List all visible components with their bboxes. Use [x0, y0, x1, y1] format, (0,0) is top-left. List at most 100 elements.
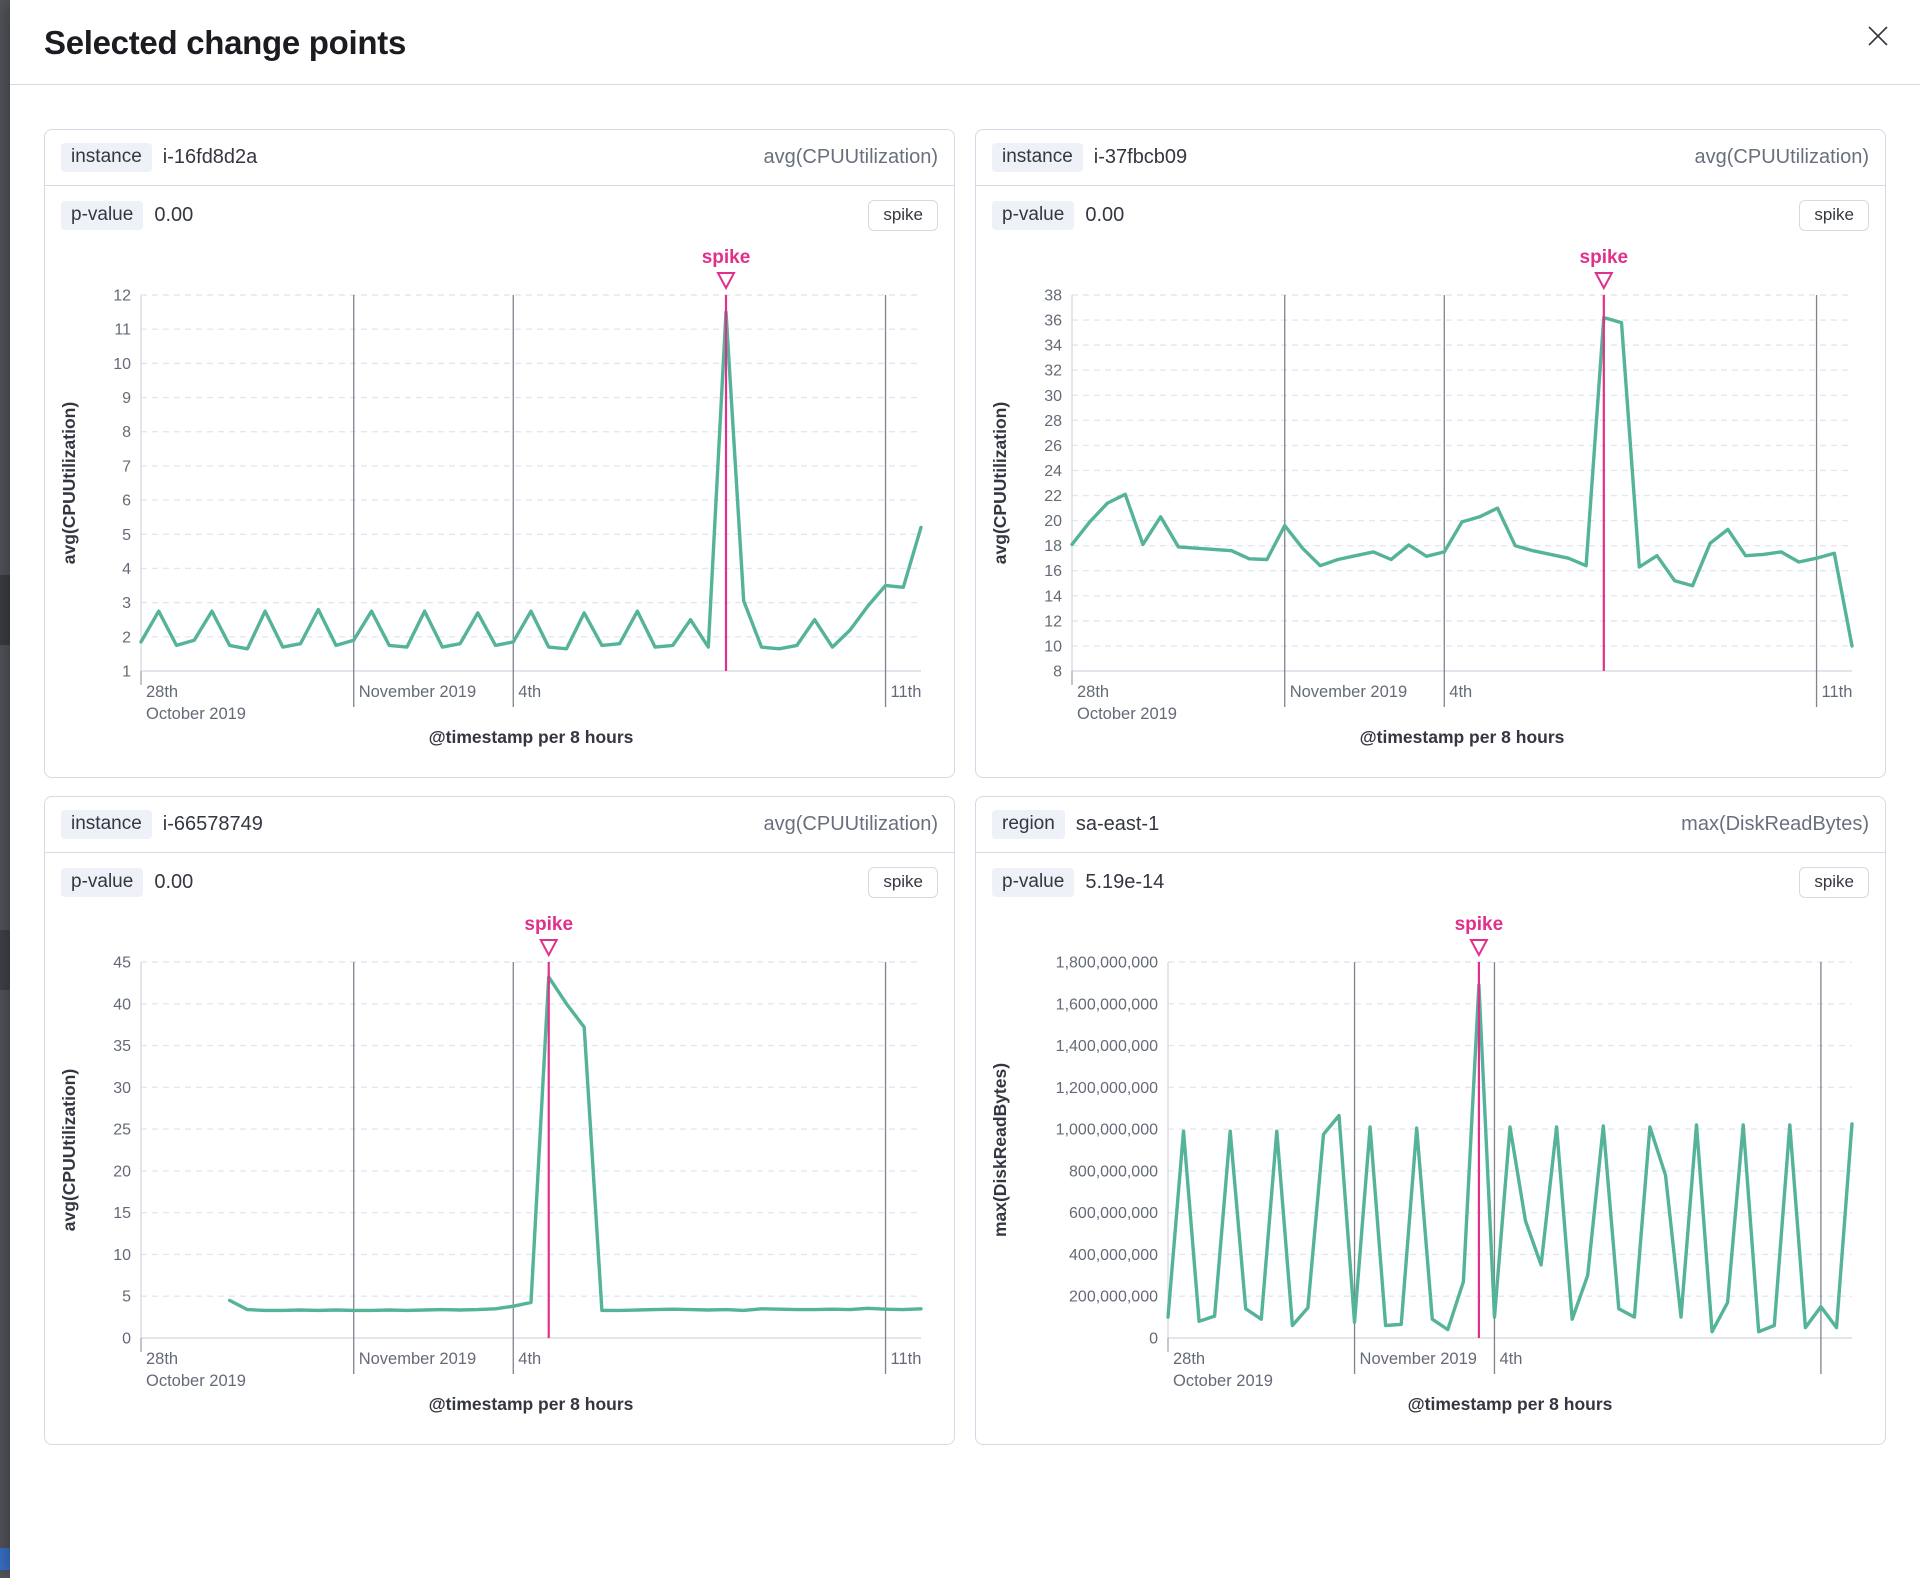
- change-type-badge: spike: [868, 200, 938, 231]
- svg-text:4th: 4th: [1499, 1350, 1522, 1368]
- spike-marker-icon: [1469, 939, 1489, 958]
- svg-text:20: 20: [1044, 513, 1062, 530]
- close-icon-glyph: [1868, 26, 1888, 46]
- svg-text:22: 22: [1044, 488, 1062, 505]
- change-points-flyout: Selected change points instance i-16fd8d…: [10, 0, 1920, 1578]
- svg-text:10: 10: [113, 1247, 131, 1264]
- chart-area: 1 2 3 4 5 6 7 8 9 10 11 12 28th October 2019 November …: [45, 235, 954, 758]
- svg-text:9: 9: [122, 390, 131, 407]
- svg-text:28th: 28th: [1077, 683, 1109, 701]
- svg-text:6: 6: [122, 493, 131, 510]
- svg-text:4th: 4th: [518, 683, 541, 701]
- svg-text:11th: 11th: [891, 1350, 922, 1368]
- svg-text:October 2019: October 2019: [1077, 705, 1177, 723]
- svg-text:spike: spike: [1455, 914, 1504, 935]
- field-name-badge: region: [992, 810, 1065, 839]
- svg-text:28th: 28th: [146, 1350, 178, 1368]
- change-point-panel: instance i-66578749 avg(CPUUtilization) …: [44, 796, 955, 1445]
- svg-text:@timestamp per 8 hours: @timestamp per 8 hours: [429, 727, 634, 747]
- svg-text:12: 12: [1044, 613, 1062, 630]
- metric-label: avg(CPUUtilization): [763, 146, 939, 168]
- svg-text:15: 15: [113, 1205, 131, 1222]
- svg-text:@timestamp per 8 hours: @timestamp per 8 hours: [429, 1394, 634, 1414]
- panel-header: instance i-16fd8d2a avg(CPUUtilization): [45, 130, 954, 186]
- svg-text:11th: 11th: [1822, 683, 1853, 701]
- spike-annotation: spike: [1455, 914, 1504, 1338]
- svg-text:avg(CPUUtilization): avg(CPUUtilization): [59, 402, 79, 564]
- p-value: 5.19e-14: [1085, 871, 1165, 893]
- svg-text:1,800,000,000: 1,800,000,000: [1056, 955, 1158, 972]
- field-value: i-37fbcb09: [1093, 146, 1188, 168]
- svg-text:3: 3: [122, 595, 131, 612]
- svg-text:1,200,000,000: 1,200,000,000: [1056, 1080, 1158, 1097]
- spike-annotation: spike: [1580, 247, 1629, 671]
- change-point-chart: 8 10 12 14 16 18 20 22 24 26 28 30 32 34 36 38 28th Octob…: [990, 247, 1854, 748]
- svg-text:45: 45: [113, 955, 131, 972]
- metric-label: max(DiskReadBytes): [1681, 813, 1869, 835]
- change-type-badge: spike: [1799, 867, 1869, 898]
- change-point-chart: 0 5 10 15 20 25 30 35 40 45 28th October 2019 Novemb…: [59, 914, 923, 1414]
- svg-text:35: 35: [113, 1038, 131, 1055]
- svg-text:28th: 28th: [146, 683, 178, 701]
- svg-text:11: 11: [114, 322, 131, 339]
- p-value: 0.00: [1085, 204, 1125, 226]
- panel-header: instance i-66578749 avg(CPUUtilization): [45, 797, 954, 853]
- svg-text:28: 28: [1044, 413, 1062, 430]
- svg-text:avg(CPUUtilization): avg(CPUUtilization): [990, 402, 1010, 564]
- svg-text:10: 10: [1044, 638, 1062, 655]
- svg-text:28th: 28th: [1173, 1350, 1205, 1368]
- svg-text:24: 24: [1044, 463, 1062, 480]
- svg-text:November 2019: November 2019: [359, 1350, 476, 1368]
- svg-text:0: 0: [1149, 1331, 1158, 1348]
- spike-marker-icon: [539, 939, 559, 958]
- svg-text:avg(CPUUtilization): avg(CPUUtilization): [59, 1069, 79, 1231]
- p-value: 0.00: [154, 204, 194, 226]
- svg-text:1,000,000,000: 1,000,000,000: [1056, 1122, 1158, 1139]
- field-value: sa-east-1: [1075, 813, 1160, 835]
- field-name-badge: instance: [61, 143, 152, 172]
- svg-text:4th: 4th: [518, 1350, 541, 1368]
- field-name-badge: instance: [61, 810, 152, 839]
- change-points-grid: instance i-16fd8d2a avg(CPUUtilization) …: [10, 85, 1920, 1445]
- axes: 8 10 12 14 16 18 20 22 24 26 28 30 32 34 36 38 28th Octob…: [990, 288, 1852, 748]
- series-line: [1070, 315, 1854, 648]
- change-point-panel: instance i-16fd8d2a avg(CPUUtilization) …: [44, 129, 955, 778]
- background-page-strip: [0, 0, 10, 1578]
- close-icon[interactable]: [1856, 14, 1900, 58]
- svg-text:800,000,000: 800,000,000: [1069, 1163, 1158, 1180]
- panel-subheader: p-value 0.00 spike: [45, 186, 954, 235]
- svg-text:4th: 4th: [1449, 683, 1472, 701]
- series-line: [139, 310, 923, 651]
- svg-text:spike: spike: [1580, 247, 1629, 268]
- svg-text:38: 38: [1044, 288, 1062, 305]
- p-value-badge: p-value: [992, 868, 1075, 897]
- p-value: 0.00: [154, 871, 194, 893]
- svg-text:18: 18: [1044, 538, 1062, 555]
- chart-area: 8 10 12 14 16 18 20 22 24 26 28 30 32 34 36 38 28th Octob…: [976, 235, 1885, 758]
- svg-text:@timestamp per 8 hours: @timestamp per 8 hours: [1408, 1394, 1613, 1414]
- change-point-chart: 0 200,000,000 400,000,000 600,000,000 800,00…: [990, 914, 1854, 1414]
- svg-text:20: 20: [113, 1163, 131, 1180]
- spike-annotation: spike: [702, 247, 750, 671]
- svg-text:5: 5: [122, 1289, 131, 1306]
- svg-text:7: 7: [122, 458, 131, 475]
- svg-text:16: 16: [1044, 563, 1062, 580]
- p-value-badge: p-value: [61, 201, 144, 230]
- svg-text:spike: spike: [524, 914, 573, 935]
- svg-text:32: 32: [1044, 363, 1062, 380]
- svg-text:8: 8: [1053, 664, 1062, 681]
- svg-text:200,000,000: 200,000,000: [1069, 1289, 1158, 1306]
- background-page-block: [0, 930, 10, 990]
- panel-header: region sa-east-1 max(DiskReadBytes): [976, 797, 1885, 853]
- svg-text:November 2019: November 2019: [1360, 1350, 1477, 1368]
- field-name-badge: instance: [992, 143, 1083, 172]
- panel-header: instance i-37fbcb09 avg(CPUUtilization): [976, 130, 1885, 186]
- chart-area: 0 200,000,000 400,000,000 600,000,000 800,00…: [976, 902, 1885, 1425]
- svg-text:30: 30: [1044, 388, 1062, 405]
- panel-subheader: p-value 5.19e-14 spike: [976, 853, 1885, 902]
- svg-text:November 2019: November 2019: [1290, 683, 1407, 701]
- svg-text:25: 25: [113, 1122, 131, 1139]
- svg-text:max(DiskReadBytes): max(DiskReadBytes): [990, 1063, 1010, 1237]
